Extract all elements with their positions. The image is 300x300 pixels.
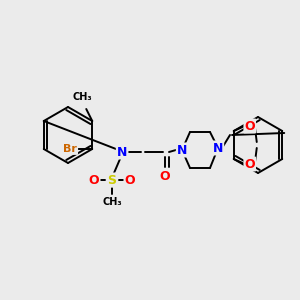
Text: N: N <box>213 142 223 154</box>
Text: Br: Br <box>63 144 77 154</box>
Text: O: O <box>125 173 135 187</box>
Text: O: O <box>160 169 170 182</box>
Text: N: N <box>177 143 187 157</box>
Text: O: O <box>244 119 255 133</box>
Text: N: N <box>117 146 127 158</box>
Text: S: S <box>107 173 116 187</box>
Text: O: O <box>89 173 99 187</box>
Text: CH₃: CH₃ <box>72 92 92 102</box>
Text: O: O <box>244 158 255 170</box>
Text: CH₃: CH₃ <box>102 197 122 207</box>
